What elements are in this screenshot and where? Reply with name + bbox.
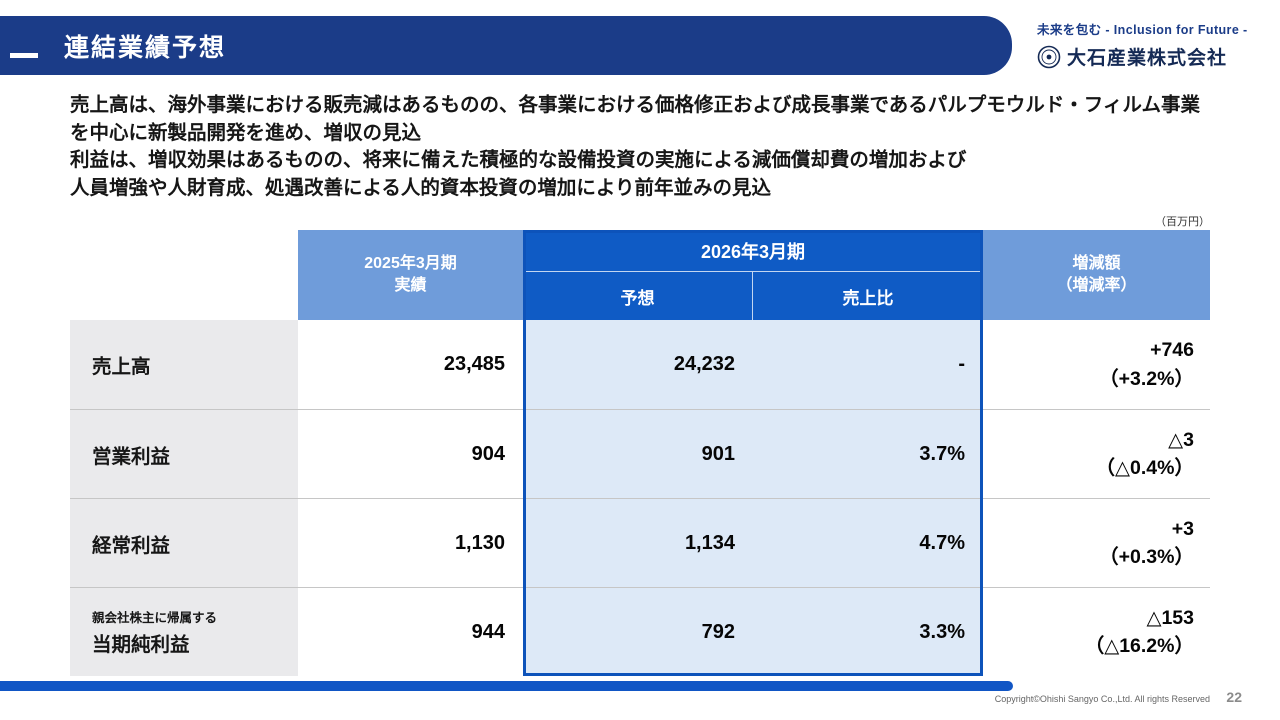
forecast-value: 792: [523, 588, 753, 676]
company-tagline: 未来を包む - Inclusion for Future -: [1037, 23, 1248, 37]
actual-value: 944: [298, 588, 523, 676]
title-banner: 連結業績予想: [0, 16, 1012, 75]
forecast-value: 901: [523, 410, 753, 498]
company-brand: 未来を包む - Inclusion for Future - 大石産業株式会社: [1037, 19, 1248, 70]
company-name: 大石産業株式会社: [1067, 48, 1228, 69]
change-value: △153 （△16.2%）: [983, 588, 1210, 676]
table-row-net-income: 親会社株主に帰属する 当期純利益 944 792 3.3% △153 （△16.…: [70, 587, 1210, 676]
title-dash-icon: [10, 53, 38, 58]
table-row-net-sales: 売上高 23,485 24,232 - +746 （+3.2%）: [70, 320, 1210, 409]
actual-value: 1,130: [298, 499, 523, 587]
footer-bar: [0, 681, 1013, 691]
page-number: 22: [1226, 689, 1242, 705]
col-header-sales-ratio: 売上比: [753, 272, 983, 320]
lead-text-line3: 人員増強や人財育成、処遇改善による人的資本投資の増加により前年並みの見込: [70, 177, 772, 200]
lead-text-line2: 利益は、増収効果はあるものの、将来に備えた積極的な設備投資の実施による減価償却費…: [70, 149, 967, 172]
row-label: 経常利益: [70, 499, 298, 587]
col-header-change: 増減額 （増減率）: [983, 230, 1210, 320]
unit-label: （百万円）: [1155, 216, 1210, 228]
change-value: △3 （△0.4%）: [983, 410, 1210, 498]
col-header-forecast: 予想: [523, 272, 753, 320]
row-label: 親会社株主に帰属する 当期純利益: [70, 588, 298, 676]
sales-ratio-value: 4.7%: [753, 499, 983, 587]
financial-forecast-table: 2025年3月期 実績 2026年3月期 予想 売上比 増減額 （増減率） 売上…: [70, 230, 1210, 676]
table-header: 2025年3月期 実績 2026年3月期 予想 売上比 増減額 （増減率）: [70, 230, 1210, 320]
actual-value: 23,485: [298, 320, 523, 409]
copyright-text: Copyright©Ohishi Sangyo Co.,Ltd. All rig…: [994, 694, 1210, 704]
lead-text: 売上高は、海外事業における販売減はあるものの、各事業における価格修正および成長事…: [70, 92, 1216, 203]
header-empty-cell: [70, 230, 298, 320]
sales-ratio-value: 3.3%: [753, 588, 983, 676]
forecast-value: 24,232: [523, 320, 753, 409]
table-row-operating-income: 営業利益 904 901 3.7% △3 （△0.4%）: [70, 409, 1210, 498]
lead-text-line1: 売上高は、海外事業における販売減はあるものの、各事業における価格修正および成長事…: [70, 94, 1201, 144]
sales-ratio-value: 3.7%: [753, 410, 983, 498]
table-row-ordinary-income: 経常利益 1,130 1,134 4.7% +3 （+0.3%）: [70, 498, 1210, 587]
sales-ratio-value: -: [753, 320, 983, 409]
col-header-fy2025-actual: 2025年3月期 実績: [298, 230, 523, 320]
row-label: 営業利益: [70, 410, 298, 498]
company-logo-icon: [1037, 45, 1061, 69]
change-value: +746 （+3.2%）: [983, 320, 1210, 409]
company-name-row: 大石産業株式会社: [1037, 43, 1248, 70]
forecast-value: 1,134: [523, 499, 753, 587]
row-label: 売上高: [70, 320, 298, 409]
change-value: +3 （+0.3%）: [983, 499, 1210, 587]
actual-value: 904: [298, 410, 523, 498]
col-header-fy2026: 2026年3月期: [523, 230, 983, 272]
page-title: 連結業績予想: [64, 33, 227, 62]
